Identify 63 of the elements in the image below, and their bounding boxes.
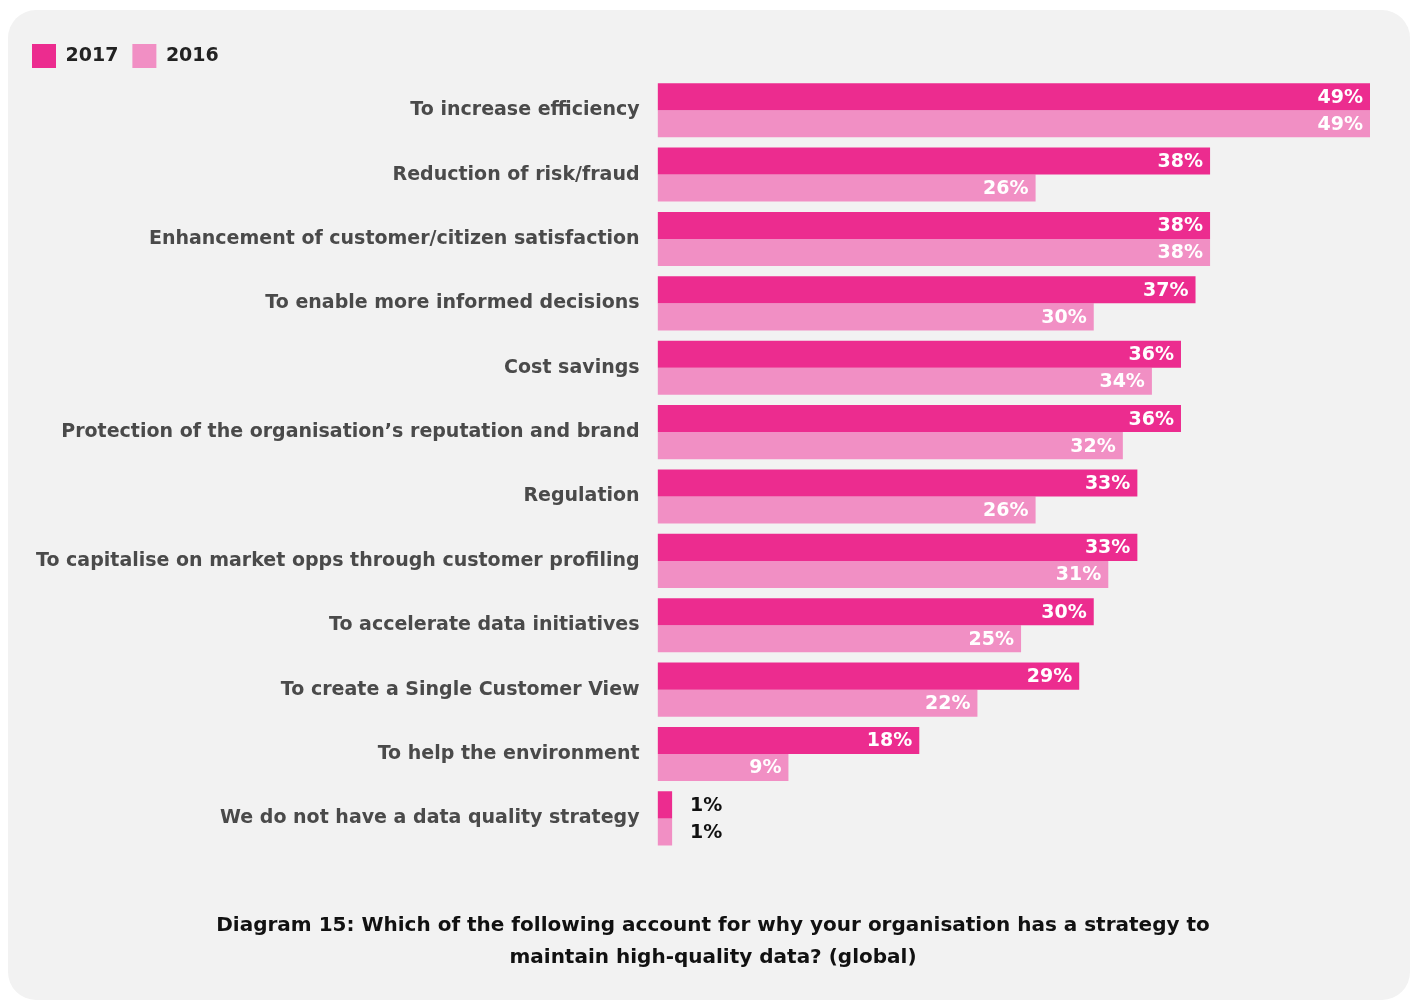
y-tick-label: To capitalise on market opps through customer profiling xyxy=(36,547,640,570)
bar xyxy=(657,791,673,819)
bar xyxy=(657,367,1152,395)
data-label: 34% xyxy=(1099,369,1145,392)
data-label: 36% xyxy=(1128,342,1174,365)
data-label: 32% xyxy=(1070,433,1116,456)
data-label: 30% xyxy=(1041,304,1087,327)
y-tick-label: We do not have a data quality strategy xyxy=(220,805,641,828)
y-tick-label: Cost savings xyxy=(504,354,640,377)
data-label: 29% xyxy=(1026,664,1073,687)
bar xyxy=(657,625,1022,653)
data-label: 36% xyxy=(1128,406,1174,429)
y-tick-label: To create a Single Customer View xyxy=(280,676,640,699)
text: Diagram 15: Which of the following account for why your organisation has a strategy to maintain high-quality data? (global) xyxy=(215,911,1211,970)
data-label: 26% xyxy=(983,176,1029,199)
bar xyxy=(657,211,1211,239)
data-label: 22% xyxy=(924,691,971,714)
bar xyxy=(657,818,673,846)
y-tick-label: To enable more informed decisions xyxy=(265,290,640,313)
bar xyxy=(657,276,1196,304)
legend-label: 2016 xyxy=(165,42,219,65)
data-label: 33% xyxy=(1084,470,1131,493)
y-tick-label: Enhancement of customer/citizen satisfaction xyxy=(148,225,640,248)
bar xyxy=(657,469,1138,497)
data-label: 1% xyxy=(690,819,723,842)
data-label: 31% xyxy=(1055,562,1102,585)
bar xyxy=(657,303,1094,331)
data-label: 30% xyxy=(1041,599,1087,622)
data-label: 49% xyxy=(1317,84,1363,107)
data-label: 37% xyxy=(1143,277,1189,300)
bar xyxy=(657,496,1036,524)
bar xyxy=(657,754,789,782)
y-tick-label: To increase efficiency xyxy=(410,97,641,120)
legend-label: 2017 xyxy=(65,42,119,65)
bar xyxy=(657,174,1036,202)
data-label: 38% xyxy=(1157,148,1204,171)
bar xyxy=(657,432,1123,460)
y-tick-label: Reduction of risk/fraud xyxy=(392,161,640,184)
y-tick-label: Protection of the organisation’s reputation and brand xyxy=(61,419,640,442)
bar xyxy=(657,238,1211,266)
bar xyxy=(657,110,1370,138)
data-label: 33% xyxy=(1084,535,1131,558)
bar xyxy=(657,689,978,717)
bar xyxy=(657,726,920,755)
data-label: 1% xyxy=(690,792,723,815)
bar xyxy=(657,147,1211,175)
bar xyxy=(657,560,1109,588)
data-label: 26% xyxy=(983,497,1029,520)
bar xyxy=(657,405,1181,433)
data-label: 49% xyxy=(1317,111,1363,134)
y-tick-label: Regulation xyxy=(523,483,640,506)
bar xyxy=(657,598,1094,626)
bar xyxy=(657,340,1181,368)
data-label: 38% xyxy=(1157,240,1204,263)
data-label: 18% xyxy=(866,728,913,751)
data-label: 9% xyxy=(749,755,782,778)
bar xyxy=(657,533,1138,561)
data-label: 25% xyxy=(968,626,1015,649)
bar xyxy=(657,83,1370,111)
bar xyxy=(657,662,1080,690)
y-tick-label: To accelerate data initiatives xyxy=(328,612,640,635)
data-label: 38% xyxy=(1157,213,1204,236)
y-tick-label: To help the environment xyxy=(377,740,640,763)
